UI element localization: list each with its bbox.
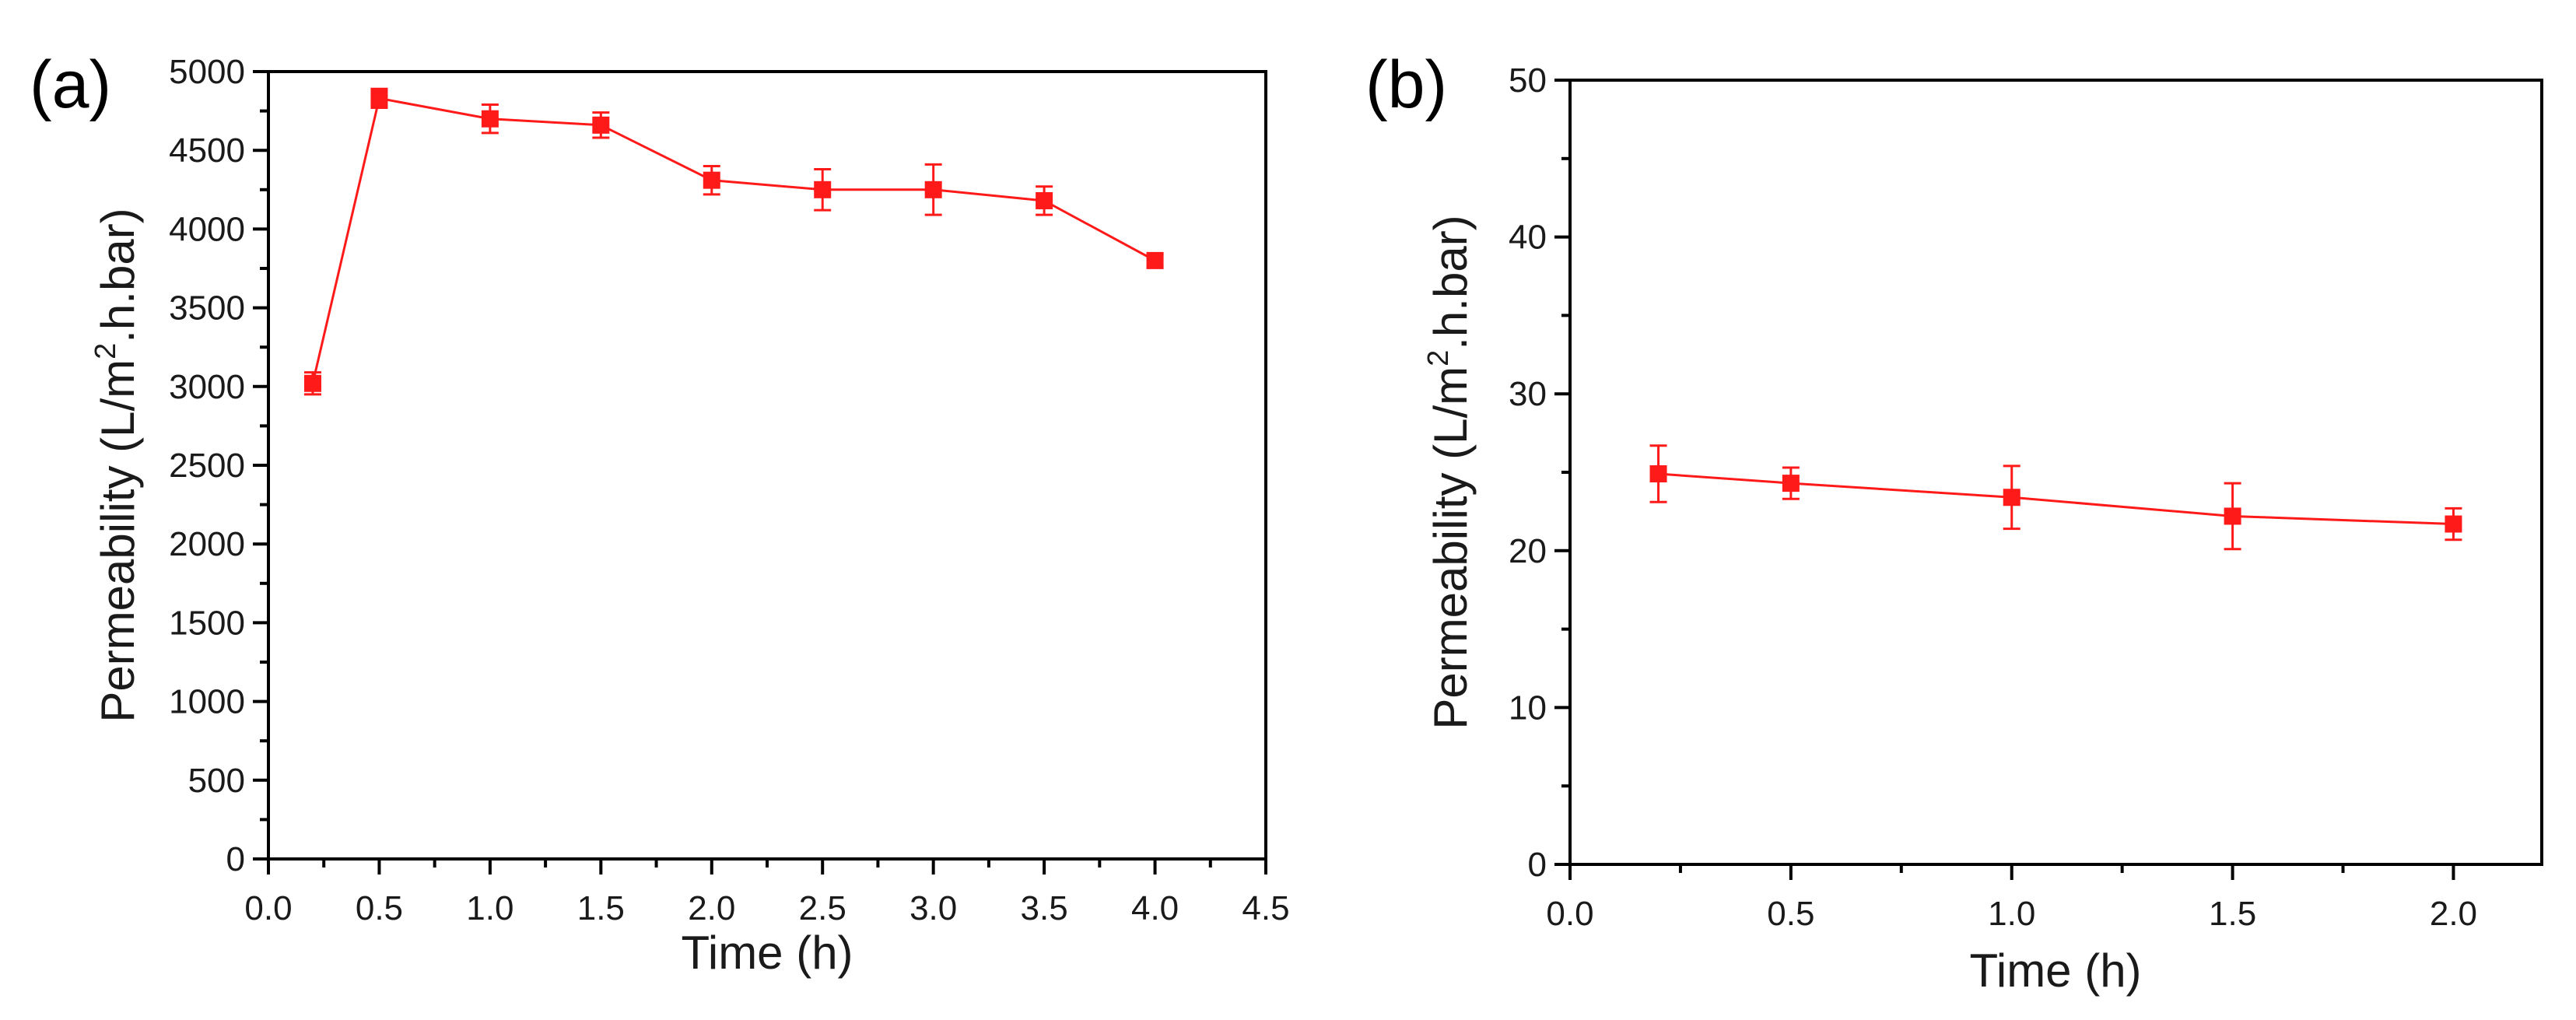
y-tick-label-a: 1500 <box>169 604 245 642</box>
series-line-a <box>311 96 1156 384</box>
square-marker-a <box>1036 191 1053 209</box>
data-point-b <box>2445 506 2462 542</box>
y-tick-label-a: 0 <box>226 840 245 878</box>
panel-label-a: (a) <box>30 47 111 122</box>
y-axis-label-a-tail: .h.bar) <box>92 208 144 342</box>
square-marker-b <box>1649 465 1667 483</box>
y-axis-label-a: Permeability (L/m2.h.bar) <box>89 208 144 722</box>
y-axis-label-b: Permeability (L/m2.h.bar) <box>1422 215 1477 729</box>
data-point-b <box>1782 466 1800 500</box>
y-tick-label-b: 20 <box>1509 532 1547 570</box>
x-tick-label-a: 2.0 <box>688 889 735 927</box>
y-axis-label-a-main: Permeability (L/m <box>92 359 144 723</box>
square-marker-a <box>481 110 499 128</box>
x-tick-label-a: 0.5 <box>356 889 403 927</box>
x-axis-label-b: Time (h) <box>1969 945 2141 997</box>
square-marker-a <box>814 181 832 198</box>
y-tick-label-a: 3500 <box>169 289 245 328</box>
y-tick-label-a: 4000 <box>169 210 245 248</box>
square-marker-a <box>370 89 388 107</box>
axis-ticks-a: 0.0 0.5 1.0 1.5 2.0 2.5 3.0 3.5 4.0 4.5 0 500 1000 15… <box>169 53 1289 927</box>
data-point-a <box>924 163 942 216</box>
x-tick-label-a: 3.0 <box>909 889 957 927</box>
chart-panel-a: (a) 0.0 0.5 1.0 1.5 2.0 2.5 3.0 3.5 4.0 4.5 0 500 10… <box>30 47 1290 979</box>
panel-label-b: (b) <box>1365 47 1447 122</box>
y-axis-label-b-tail: .h.bar) <box>1425 215 1477 349</box>
square-marker-b <box>1782 475 1800 492</box>
x-tick-label-a: 4.5 <box>1242 889 1289 927</box>
series-line-b <box>1658 472 2454 526</box>
series-a <box>303 87 1164 396</box>
square-marker-a <box>924 181 942 198</box>
data-point-b <box>2003 464 2020 531</box>
y-tick-label-a: 5000 <box>169 53 245 91</box>
y-tick-label-a: 1000 <box>169 683 245 721</box>
plot-frame-b <box>1568 79 2543 866</box>
y-tick-label-a: 3000 <box>169 368 245 406</box>
y-tick-label-b: 40 <box>1509 219 1547 257</box>
x-tick-label-b: 0.0 <box>1546 895 1593 933</box>
x-tick-label-a: 4.0 <box>1131 889 1179 927</box>
y-tick-label-b: 50 <box>1509 61 1547 100</box>
square-marker-b <box>2003 489 2020 506</box>
x-tick-label-a: 0.0 <box>244 889 292 927</box>
data-point-a <box>481 103 499 135</box>
square-marker-b <box>2445 515 2462 533</box>
plot-frame-a <box>267 70 1267 861</box>
y-tick-label-b: 10 <box>1509 689 1547 727</box>
square-marker-a <box>1146 251 1164 269</box>
series-b <box>1649 444 2462 551</box>
y-tick-label-a: 2500 <box>169 447 245 485</box>
y-tick-label-b: 0 <box>1528 846 1547 884</box>
data-point-a <box>814 167 832 212</box>
data-point-a <box>592 111 610 139</box>
x-axis-label-a: Time (h) <box>681 927 853 979</box>
y-tick-label-a: 2000 <box>169 525 245 563</box>
y-tick-label-b: 30 <box>1509 375 1547 413</box>
axis-ticks-b: 0.0 0.5 1.0 1.5 2.0 0 10 20 30 40 50 <box>1509 61 2477 933</box>
x-tick-label-a: 2.5 <box>799 889 846 927</box>
data-point-b <box>1649 444 1667 503</box>
square-marker-a <box>703 171 720 189</box>
y-tick-label-a: 4500 <box>169 131 245 170</box>
data-point-b <box>2224 482 2241 551</box>
y-axis-label-b-main: Permeability (L/m <box>1425 366 1477 730</box>
x-tick-label-b: 1.5 <box>2209 895 2256 933</box>
x-tick-label-b: 0.5 <box>1767 895 1814 933</box>
y-tick-label-a: 500 <box>188 762 245 800</box>
square-marker-a <box>303 374 321 392</box>
x-tick-label-b: 2.0 <box>2430 895 2477 933</box>
x-tick-label-a: 1.0 <box>466 889 513 927</box>
y-axis-label-b-sup: 2 <box>1422 350 1455 366</box>
data-point-a <box>1146 251 1164 269</box>
data-point-a <box>703 164 720 196</box>
x-tick-label-a: 3.5 <box>1021 889 1068 927</box>
data-point-a <box>370 87 388 110</box>
x-tick-label-b: 1.0 <box>1988 895 2035 933</box>
x-tick-label-a: 1.5 <box>577 889 625 927</box>
square-marker-b <box>2224 507 2241 525</box>
data-point-a <box>1036 185 1053 216</box>
square-marker-a <box>592 116 610 134</box>
data-point-a <box>303 371 321 396</box>
y-axis-label-a-sup: 2 <box>89 343 122 359</box>
